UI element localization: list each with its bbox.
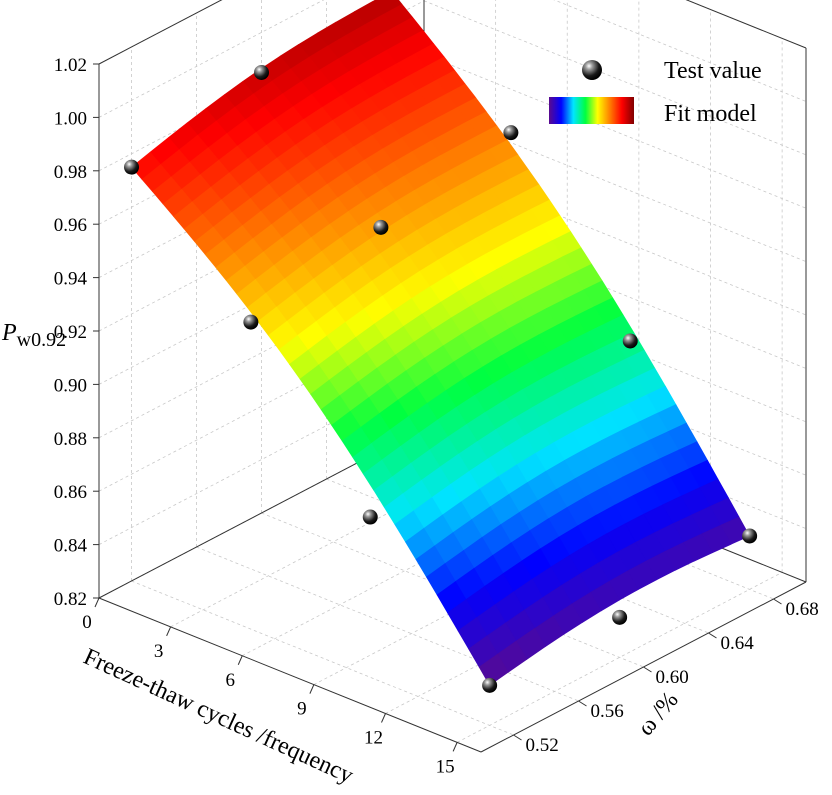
y-tick-label: 0.64 bbox=[721, 633, 755, 654]
grid-line bbox=[98, 214, 425, 385]
z-tick-label: 0.82 bbox=[54, 589, 87, 610]
test-point bbox=[503, 125, 519, 141]
legend-fit-label: Fit model bbox=[664, 101, 757, 127]
grid-line bbox=[98, 0, 325, 118]
grid-line bbox=[385, 543, 711, 714]
axis-edge bbox=[98, 0, 223, 65]
x-tick-mark bbox=[166, 626, 172, 637]
grid-line bbox=[98, 267, 425, 439]
x-tick-label: 6 bbox=[226, 670, 236, 691]
test-point bbox=[373, 219, 389, 235]
grid-line bbox=[98, 107, 425, 278]
test-point bbox=[124, 159, 139, 175]
grid-line bbox=[553, 0, 807, 102]
test-point bbox=[362, 509, 378, 525]
z-axis-title: Pw0.92 bbox=[1, 320, 66, 351]
grid-line bbox=[423, 53, 807, 209]
test-point bbox=[612, 609, 628, 625]
z-tick-label: 0.92 bbox=[54, 322, 87, 343]
x-tick-label: 15 bbox=[436, 756, 455, 777]
test-point bbox=[254, 64, 269, 80]
y-axis-title: ω /% bbox=[633, 687, 684, 741]
y-tick-mark bbox=[578, 700, 587, 707]
y-tick-label: 0.68 bbox=[786, 599, 819, 620]
y-tick-mark bbox=[643, 666, 652, 673]
fit-surface bbox=[131, 0, 751, 686]
x-tick-mark bbox=[309, 684, 315, 694]
test-points bbox=[124, 64, 758, 693]
legend-test-marker bbox=[582, 60, 602, 80]
z-tick-label: 0.94 bbox=[54, 269, 88, 290]
grid-line bbox=[170, 456, 496, 628]
tick-labels: 0.82 0.84 0.86 0.88 0.90 0.92 0.94 0.96 0.98 1.00… bbox=[54, 55, 819, 777]
legend-fit-swatch bbox=[549, 97, 634, 124]
legend-test-label: Test value bbox=[664, 58, 762, 84]
y-tick-label: 0.60 bbox=[656, 667, 689, 688]
grid-line bbox=[98, 374, 425, 545]
x-tick-mark bbox=[452, 742, 458, 752]
grid-line bbox=[98, 0, 425, 172]
x-tick-label: 3 bbox=[154, 641, 164, 662]
y-tick-mark bbox=[773, 598, 782, 605]
z-tick-label: 0.86 bbox=[54, 482, 87, 503]
z-tick-label: 0.90 bbox=[54, 375, 87, 396]
z-tick-label: 0.88 bbox=[54, 429, 87, 450]
axis-edge bbox=[685, 0, 807, 49]
test-point bbox=[622, 333, 638, 349]
x-tick-label: 0 bbox=[82, 612, 92, 633]
z-tick-label: 1.00 bbox=[54, 108, 87, 129]
y-tick-mark bbox=[513, 734, 522, 741]
x-tick-label: 9 bbox=[297, 699, 307, 720]
z-tick-label: 1.02 bbox=[54, 55, 87, 76]
z-tick-label: 0.84 bbox=[54, 536, 88, 557]
x-tick-mark bbox=[381, 713, 386, 723]
x-tick-mark bbox=[94, 597, 100, 608]
y-tick-label: 0.56 bbox=[591, 701, 624, 722]
x-axis-title: Freeze-thaw cycles /frequency bbox=[80, 644, 358, 789]
grid-line bbox=[98, 160, 425, 332]
axis-edge bbox=[98, 597, 482, 753]
z-tick-label: 0.96 bbox=[54, 215, 87, 236]
test-point bbox=[243, 314, 259, 330]
test-point bbox=[742, 528, 758, 544]
y-tick-mark bbox=[708, 632, 717, 639]
y-tick-label: 0.52 bbox=[526, 735, 559, 756]
grid-line bbox=[196, 546, 579, 702]
grid-line bbox=[313, 514, 640, 685]
legend: Test value Fit model bbox=[549, 58, 762, 127]
x-tick-mark bbox=[237, 655, 243, 665]
grid-line bbox=[242, 485, 568, 657]
grid-line bbox=[131, 580, 514, 736]
test-point bbox=[482, 677, 498, 693]
grid-line bbox=[423, 0, 807, 156]
grid-line bbox=[456, 572, 783, 743]
grid-line bbox=[98, 320, 425, 492]
grid-line bbox=[98, 53, 425, 225]
x-tick-label: 12 bbox=[364, 728, 383, 749]
z-tick-label: 0.98 bbox=[54, 162, 87, 183]
